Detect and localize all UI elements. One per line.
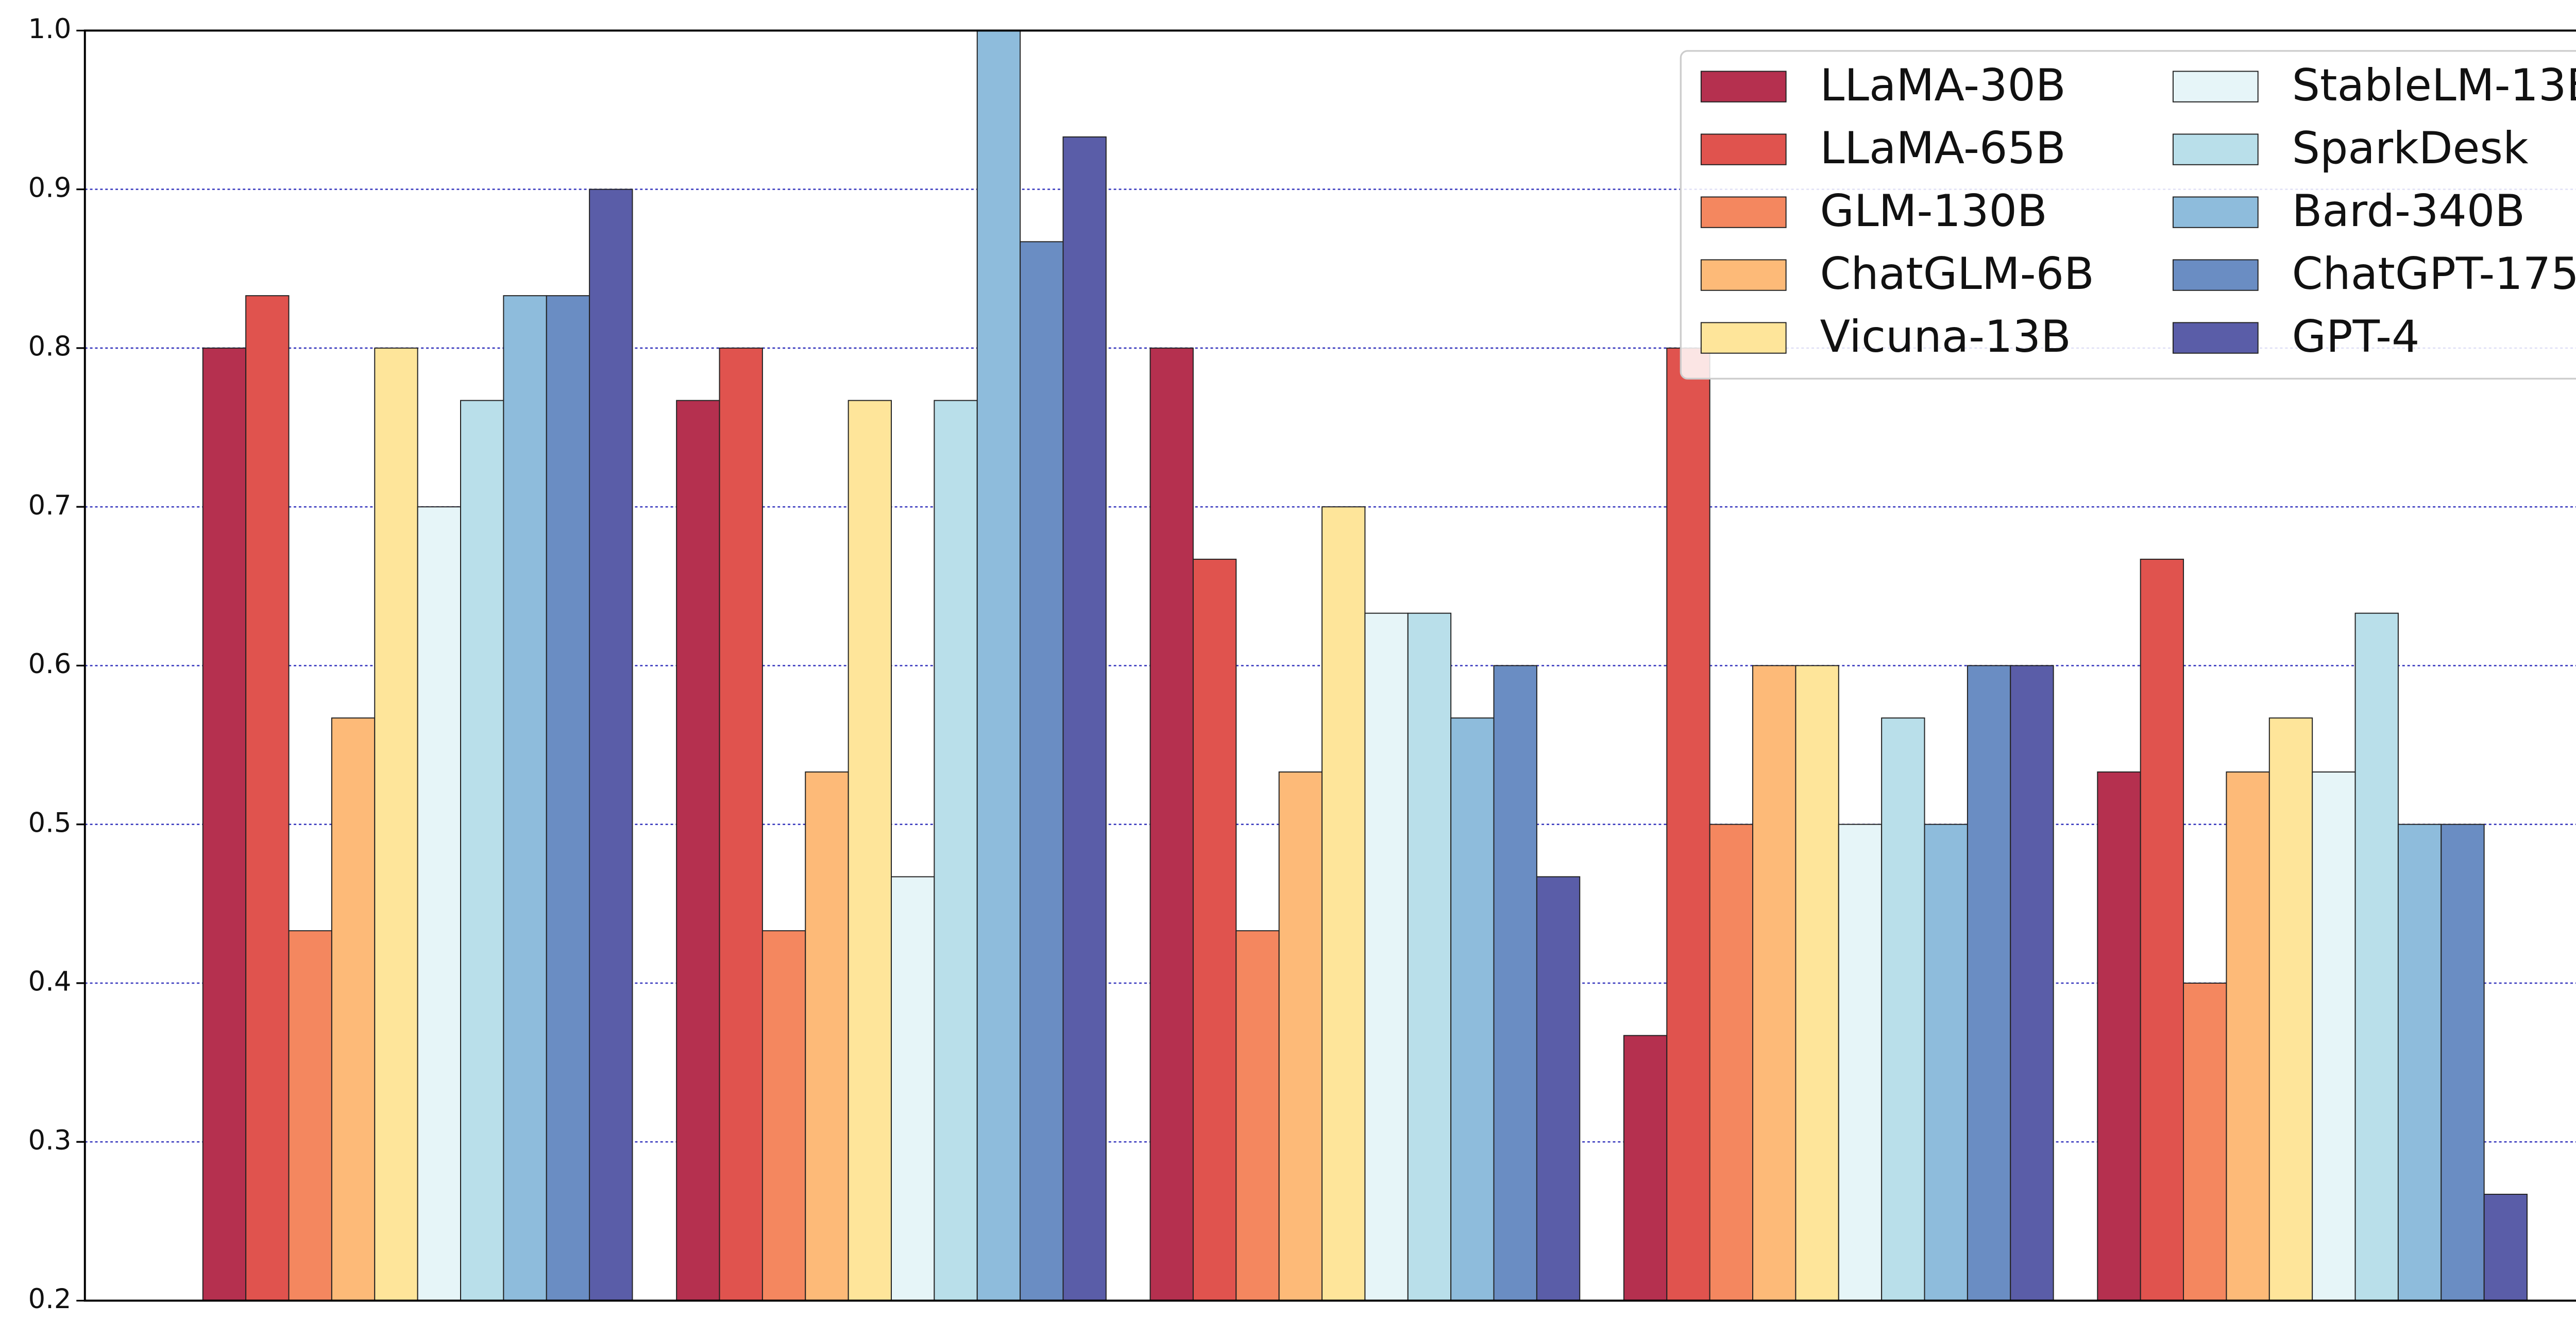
bar: [1192, 558, 1237, 1301]
legend-swatch: [2172, 259, 2259, 291]
bar: [417, 506, 461, 1301]
bar: [2226, 771, 2270, 1301]
bar: [1493, 665, 1537, 1301]
legend-swatch: [2172, 196, 2259, 228]
legend-box: [1680, 50, 2576, 380]
bar: [1407, 612, 1452, 1301]
bar: [589, 188, 633, 1301]
y-tick-label: 1.0: [28, 13, 72, 45]
bar: [1149, 347, 1194, 1301]
legend-label: StableLM-13B: [2292, 60, 2576, 111]
bar: [1062, 136, 1107, 1301]
legend-label: SparkDesk: [2292, 123, 2529, 174]
bar: [1881, 717, 1925, 1301]
bar: [1709, 824, 1754, 1301]
legend-label: GLM-130B: [1820, 185, 2047, 237]
y-tick-label: 0.8: [28, 331, 72, 363]
legend-swatch: [1700, 133, 1787, 165]
bar: [1321, 506, 1366, 1301]
legend-label: ChatGPT-175B: [2292, 248, 2576, 300]
bar: [503, 295, 547, 1301]
bar: [1838, 824, 1883, 1301]
legend-label: LLaMA-65B: [1820, 123, 2066, 174]
y-tick-label: 0.7: [28, 490, 72, 521]
bar: [1536, 876, 1581, 1301]
bar: [460, 400, 504, 1301]
bar: [2268, 717, 2313, 1301]
bar: [1278, 771, 1323, 1301]
bar: [2397, 824, 2442, 1301]
bar: [1623, 1035, 1668, 1301]
bar: [1967, 665, 2011, 1301]
bar: [288, 930, 332, 1301]
legend-label: Bard-340B: [2292, 185, 2526, 237]
bar: [2441, 824, 2485, 1301]
legend-swatch: [1700, 71, 1787, 102]
bar: [761, 930, 806, 1301]
legend-label: GPT-4: [2292, 311, 2420, 363]
legend-swatch: [1700, 196, 1787, 228]
bar: [1020, 241, 1064, 1301]
bar: [1235, 930, 1280, 1301]
y-tick-label: 0.3: [28, 1125, 72, 1156]
bar: [331, 717, 376, 1301]
bar: [719, 347, 763, 1301]
bar: [245, 295, 290, 1301]
bar: [374, 347, 418, 1301]
bar: [676, 400, 720, 1301]
bar: [2354, 612, 2399, 1301]
bar: [2140, 558, 2184, 1301]
bar: [2312, 771, 2356, 1301]
y-tick-label: 0.2: [28, 1283, 72, 1315]
y-tick-label: 0.6: [28, 648, 72, 680]
bar: [1666, 347, 1710, 1301]
bar: [848, 400, 892, 1301]
bar: [1450, 717, 1495, 1301]
legend-swatch: [1700, 322, 1787, 354]
bar: [1795, 665, 1839, 1301]
y-tick-label: 0.5: [28, 807, 72, 838]
bar: [546, 295, 590, 1301]
legend-label: LLaMA-30B: [1820, 60, 2066, 111]
bar: [891, 876, 935, 1301]
bar: [1924, 824, 1968, 1301]
legend-label: Vicuna-13B: [1820, 311, 2071, 363]
y-tick-label: 0.9: [28, 172, 72, 203]
bar: [202, 347, 247, 1301]
bar: [934, 400, 978, 1301]
bar: [805, 771, 849, 1301]
legend-swatch: [2172, 133, 2259, 165]
y-tick-label: 0.4: [28, 966, 72, 998]
legend-swatch: [2172, 71, 2259, 102]
bar: [1752, 665, 1797, 1301]
bar: [2183, 982, 2227, 1301]
bar: [976, 30, 1021, 1301]
legend-swatch: [2172, 322, 2259, 354]
plot-frame: [83, 29, 2576, 1302]
legend-swatch: [1700, 259, 1787, 291]
bar: [2010, 665, 2054, 1301]
bar: [2483, 1193, 2528, 1301]
bar: [2097, 771, 2141, 1301]
legend-label: ChatGLM-6B: [1820, 248, 2094, 300]
bar: [1364, 612, 1409, 1301]
